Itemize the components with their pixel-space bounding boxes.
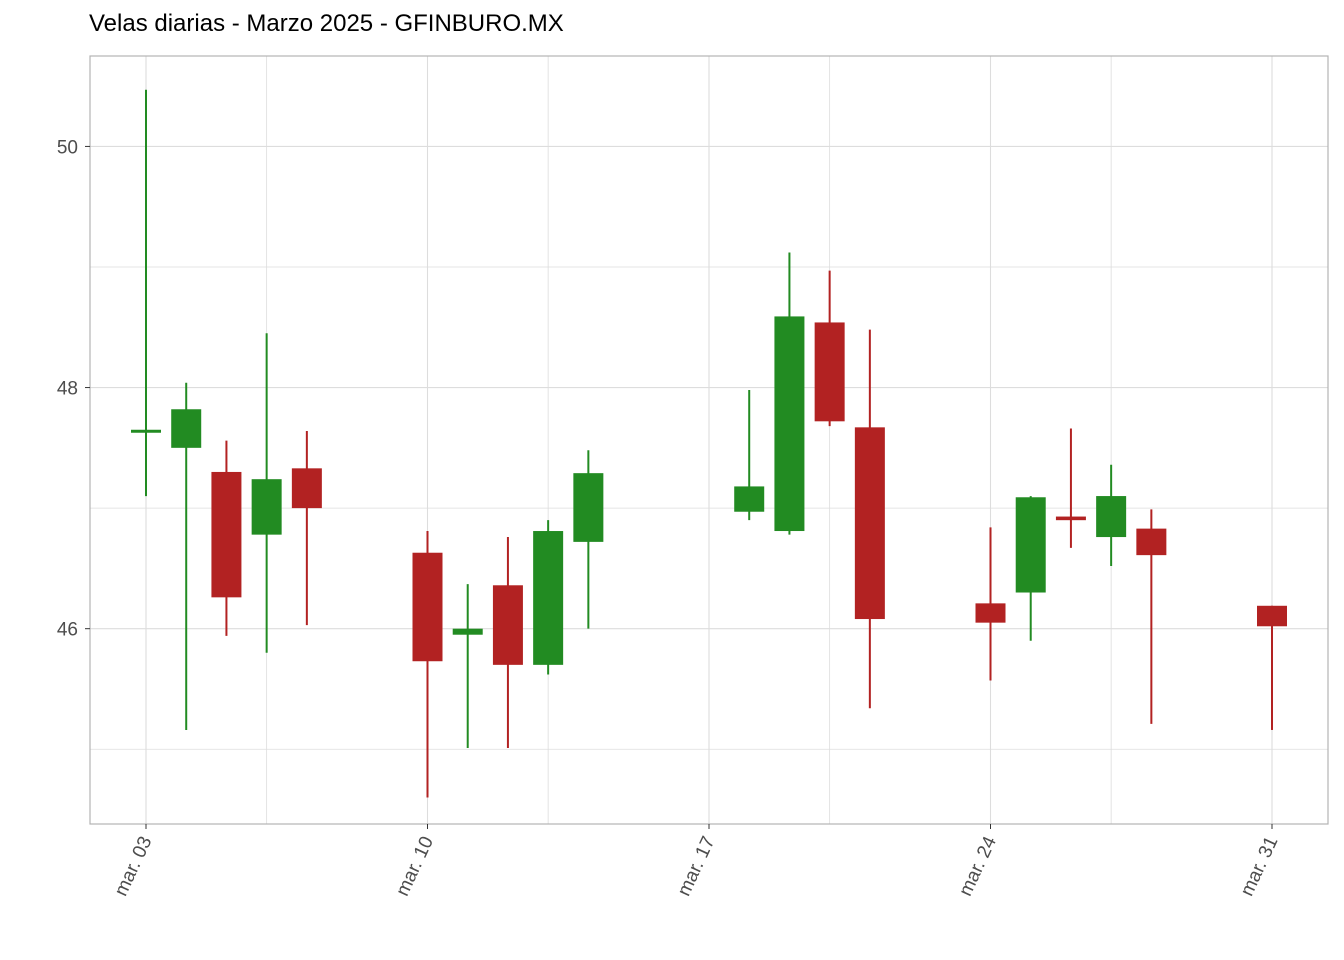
candle-body [1015, 497, 1046, 593]
candle-body [1257, 605, 1287, 627]
candle-body [171, 409, 202, 448]
candle-body [412, 552, 443, 662]
candle-body [573, 473, 604, 542]
x-tick-label: mar. 10 [392, 833, 438, 899]
candle [814, 270, 845, 427]
chart-title: Velas diarias - Marzo 2025 - GFINBURO.MX [89, 10, 564, 37]
candle [854, 329, 885, 709]
candle-body [734, 486, 765, 512]
candle-body [774, 316, 805, 532]
candle [975, 527, 1006, 681]
candle [412, 531, 443, 798]
grid-lines [90, 56, 1328, 824]
candle-body [1136, 528, 1167, 556]
candle-body [492, 585, 523, 665]
candle [131, 89, 161, 497]
candle-body [251, 479, 282, 535]
candle [1015, 496, 1046, 641]
candles [131, 89, 1287, 798]
candle [1136, 509, 1167, 724]
y-tick-label: 50 [57, 137, 78, 158]
candle [492, 537, 523, 749]
candle [533, 520, 564, 675]
candle-body [533, 531, 564, 665]
candle-body [211, 471, 242, 598]
candle [171, 382, 202, 730]
candle-body [814, 322, 845, 422]
candle [573, 450, 604, 629]
candle-body [452, 628, 483, 635]
candle [211, 440, 242, 636]
candle [251, 333, 282, 653]
candle [734, 389, 765, 521]
candle [1096, 464, 1127, 566]
y-tick-label: 46 [57, 620, 78, 641]
candle-body [1096, 496, 1127, 538]
candle-body [291, 468, 322, 509]
x-tick-label: mar. 24 [955, 833, 1001, 900]
candle [291, 430, 322, 626]
x-tick-label: mar. 31 [1237, 833, 1283, 899]
candle [452, 584, 483, 749]
candle-body [854, 427, 885, 620]
candle [1055, 428, 1086, 548]
y-tick-label: 48 [57, 379, 78, 400]
x-tick-label: mar. 17 [674, 833, 720, 899]
candle [1257, 605, 1287, 730]
x-tick-label: mar. 03 [111, 833, 157, 899]
candle-body [1055, 516, 1086, 521]
candle-body [975, 603, 1006, 623]
candle [774, 252, 805, 535]
candle-body [131, 429, 161, 433]
